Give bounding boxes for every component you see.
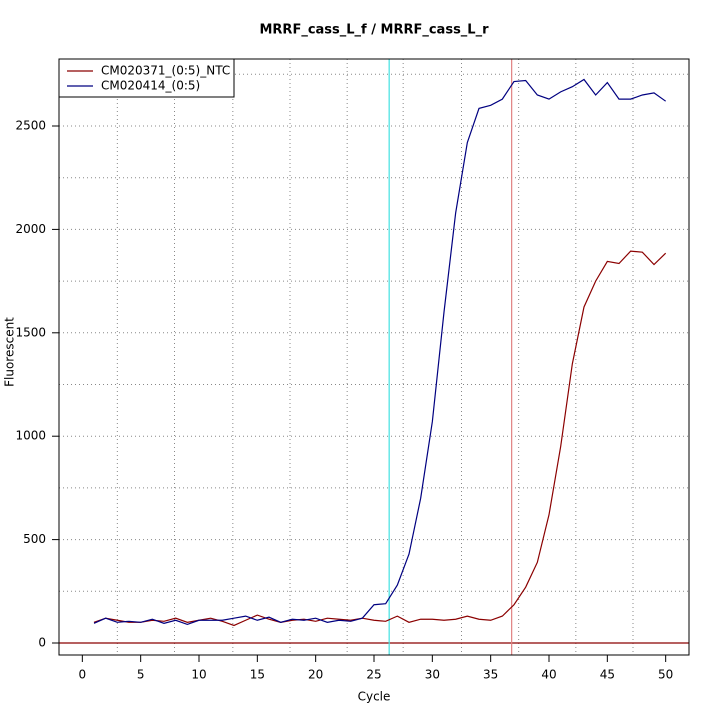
y-tick-label: 2500 xyxy=(15,119,46,133)
y-tick-label: 0 xyxy=(38,636,46,650)
x-tick-label: 10 xyxy=(191,668,206,682)
data-line xyxy=(93,78,667,626)
x-tick-label: 5 xyxy=(137,668,145,682)
x-tick-label: 25 xyxy=(366,668,381,682)
y-tick-label: 500 xyxy=(23,532,46,546)
x-tick-label: 45 xyxy=(600,668,615,682)
x-tick-label: 40 xyxy=(541,668,556,682)
x-tick-label: 0 xyxy=(79,668,87,682)
data-line xyxy=(93,250,667,627)
x-axis-label: Cycle xyxy=(358,690,391,704)
legend-label: CM020371_(0:5)_NTC xyxy=(101,64,230,78)
chart-title: MRRF_cass_L_f / MRRF_cass_L_r xyxy=(259,23,489,38)
y-tick-label: 2000 xyxy=(15,222,46,236)
y-tick-label: 1500 xyxy=(15,325,46,339)
x-tick-label: 20 xyxy=(308,668,323,682)
x-tick-label: 30 xyxy=(425,668,440,682)
y-tick-label: 1000 xyxy=(15,429,46,443)
plot-frame xyxy=(58,58,690,656)
x-tick-label: 15 xyxy=(250,668,265,682)
x-tick-label: 35 xyxy=(483,668,498,682)
x-tick-label: 50 xyxy=(658,668,673,682)
y-axis-label: Fluorescent xyxy=(3,317,17,387)
legend-label: CM020414_(0:5) xyxy=(101,79,200,93)
legend-box xyxy=(58,58,235,98)
